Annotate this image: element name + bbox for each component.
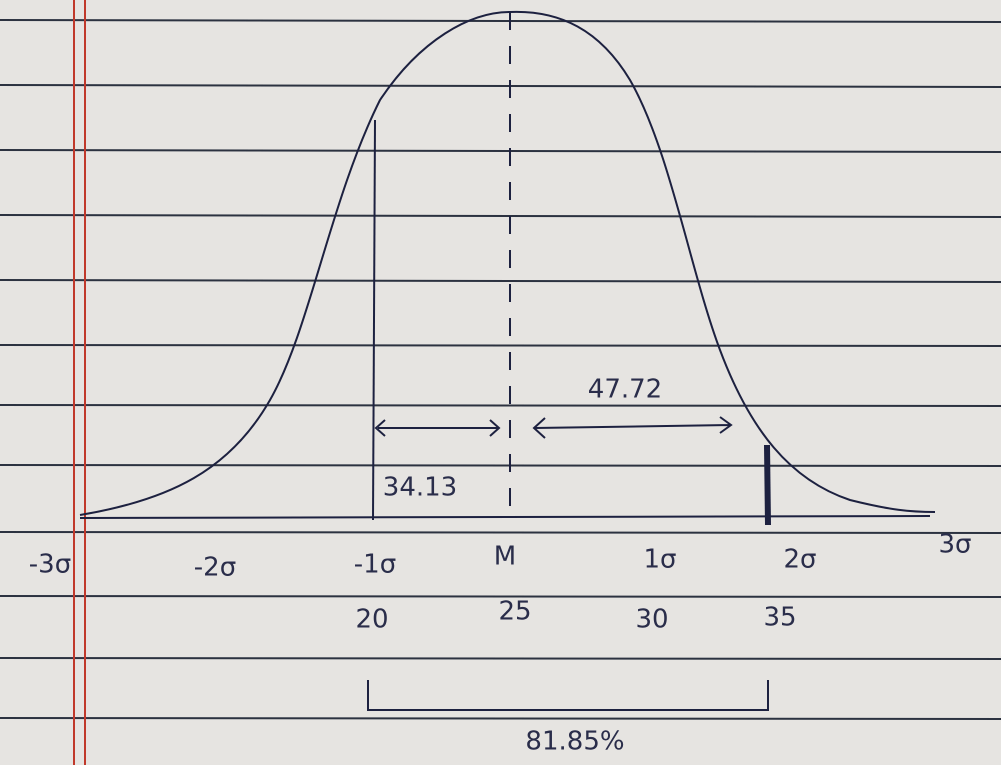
sigma-labels: -3σ -2σ -1σ M 1σ 2σ 3σ [29,530,972,583]
sigma-label: -1σ [354,550,396,580]
value-label: 35 [763,603,796,633]
margin-lines [73,0,86,765]
value-label: 20 [355,605,388,635]
total-area: 81.85% [525,727,624,757]
sigma-label: 3σ [938,530,971,560]
sigma-label: 2σ [783,545,816,575]
sigma-label: 1σ [643,545,676,575]
sigma-label: -2σ [194,553,236,583]
normal-curve [79,10,936,711]
value-labels: 20 25 30 35 [355,597,796,635]
ruled-lines [0,19,1001,720]
left-area: 34.13 [383,473,457,503]
sigma-label: -3σ [29,550,71,580]
sigma-label: M [494,542,516,572]
value-label: 30 [635,605,668,635]
right-area: 47.72 [588,375,662,405]
value-label: 25 [498,597,531,627]
